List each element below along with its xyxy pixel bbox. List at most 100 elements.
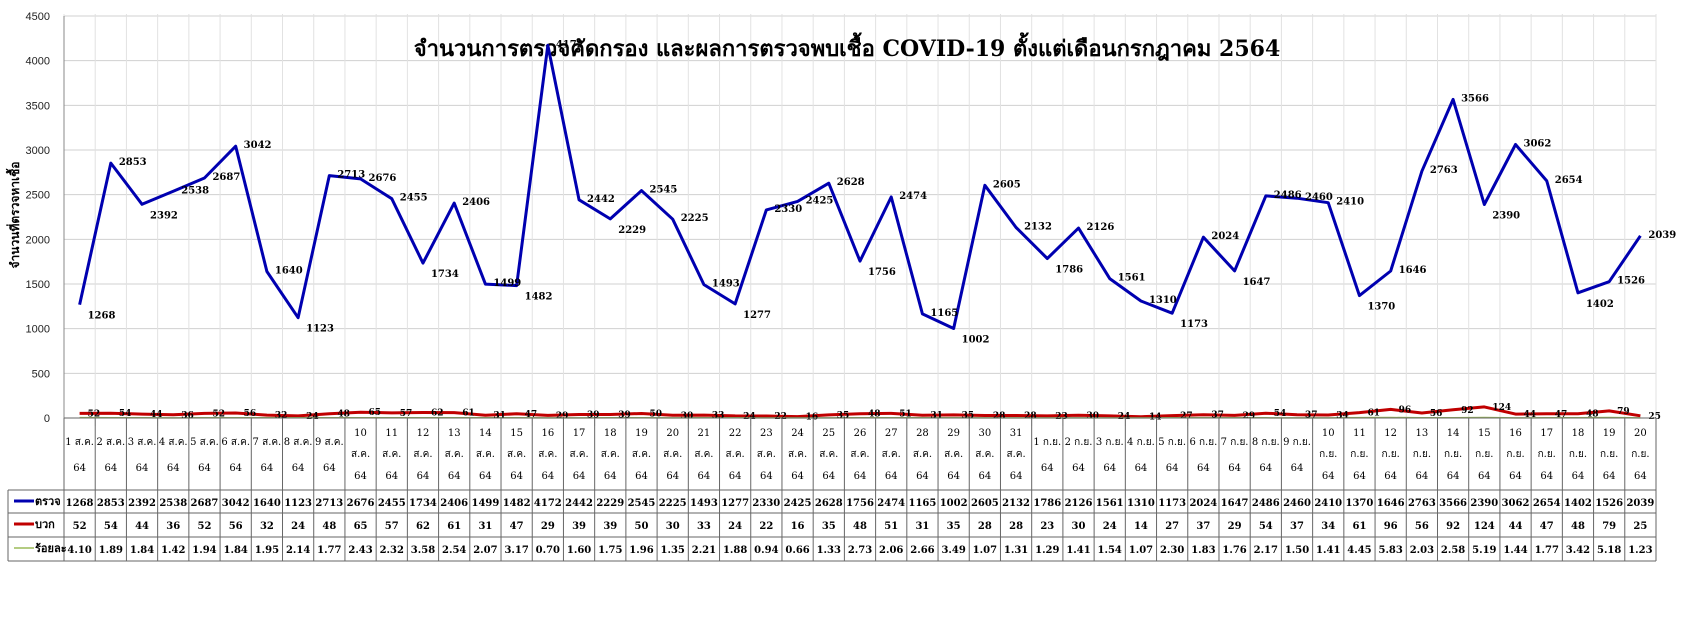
table-cell: 4.10 <box>67 545 91 556</box>
x-category-label: 13 ส.ค. 64 <box>445 428 464 482</box>
x-category-label: 10 ก.ย. 64 <box>1319 428 1337 482</box>
table-cell: 2455 <box>378 498 406 509</box>
table-cell: 0.70 <box>536 545 560 556</box>
table-cell: 25 <box>1633 521 1647 532</box>
data-label-positive: 31 <box>493 411 506 421</box>
data-label-positive: 50 <box>649 410 662 420</box>
data-label-tests: 1734 <box>431 269 459 280</box>
table-cell: 56 <box>1415 521 1429 532</box>
x-category-part: 64 <box>167 463 180 474</box>
data-label-tests: 2024 <box>1211 231 1239 242</box>
x-category-part: 22 <box>729 428 742 439</box>
table-cell: 54 <box>1259 521 1273 532</box>
table-cell: 2410 <box>1314 498 1342 509</box>
table-cell: 1.54 <box>1098 545 1122 556</box>
x-category-part: 64 <box>541 471 554 482</box>
x-category-label: 23 ส.ค. 64 <box>757 428 776 482</box>
table-cell: 2126 <box>1065 498 1093 509</box>
table-cell: 1.60 <box>567 545 591 556</box>
x-category-part: ก.ย. <box>1631 449 1649 460</box>
y-tick-label: 0 <box>44 413 50 425</box>
data-label-positive: 23 <box>1055 412 1068 422</box>
table-cell: 39 <box>603 521 617 532</box>
table-cell: 27 <box>1165 521 1179 532</box>
data-label-positive: 37 <box>1211 411 1224 421</box>
x-category-part: 14 <box>479 428 492 439</box>
table-cell: 1277 <box>721 498 749 509</box>
x-category-part: ส.ค. <box>757 449 776 460</box>
table-cell: 1.77 <box>317 545 341 556</box>
x-category-label: 14 ก.ย. 64 <box>1444 428 1462 482</box>
x-category-label: 10 ส.ค. 64 <box>351 428 370 482</box>
data-label-tests: 2229 <box>618 225 646 236</box>
table-cell: 23 <box>1040 521 1054 532</box>
table-cell: 1.35 <box>661 545 685 556</box>
x-category-part: 64 <box>1197 463 1210 474</box>
table-cell: 2763 <box>1408 498 1436 509</box>
x-category-part: 64 <box>292 463 305 474</box>
table-cell: 54 <box>104 521 118 532</box>
x-category-part: 64 <box>1572 471 1585 482</box>
data-label-positive: 37 <box>1305 411 1318 421</box>
table-cell: 1786 <box>1033 498 1061 509</box>
x-category-part: 20 <box>1634 428 1647 439</box>
table-cell: 2486 <box>1252 498 1280 509</box>
table-cell: 3566 <box>1439 498 1467 509</box>
x-category-part: 64 <box>885 471 898 482</box>
y-tick-label: 4000 <box>26 56 50 68</box>
data-label-tests: 2330 <box>774 204 802 215</box>
data-label-tests: 2425 <box>806 195 834 206</box>
table-cell: 79 <box>1602 521 1616 532</box>
x-category-label: 15 ก.ย. 64 <box>1475 428 1493 482</box>
table-cell: 1310 <box>1127 498 1155 509</box>
data-label-positive: 34 <box>1336 411 1349 421</box>
table-cell: 0.66 <box>785 545 809 556</box>
table-cell: 3.17 <box>504 545 528 556</box>
table-cell: 1.94 <box>192 545 216 556</box>
x-category-part: 8 ส.ค. <box>284 437 313 448</box>
table-cell: 1734 <box>409 498 437 509</box>
data-label-positive: 35 <box>837 411 850 421</box>
table-cell: 31 <box>915 521 929 532</box>
data-label-tests: 1647 <box>1243 277 1271 288</box>
data-label-positive: 44 <box>1524 410 1537 420</box>
table-cell: 65 <box>354 521 368 532</box>
table-cell: 1.07 <box>1129 545 1153 556</box>
legend-label: ร้อยละ <box>35 542 67 555</box>
x-category-part: ก.ย. <box>1319 449 1337 460</box>
table-cell: 1640 <box>253 498 281 509</box>
x-category-part: 64 <box>791 471 804 482</box>
x-category-part: 64 <box>73 463 86 474</box>
x-category-part: 17 <box>1540 428 1553 439</box>
x-category-part: 26 <box>854 428 867 439</box>
table-cell: 1002 <box>940 498 968 509</box>
table-cell: 36 <box>166 521 180 532</box>
x-category-part: 64 <box>510 471 523 482</box>
data-label-tests: 2474 <box>899 191 927 202</box>
table-cell: 39 <box>572 521 586 532</box>
table-cell: 2.58 <box>1441 545 1465 556</box>
x-category-part: 15 <box>510 428 523 439</box>
x-category-label: 17 ส.ค. 64 <box>569 428 588 482</box>
y-tick-label: 3000 <box>26 145 50 157</box>
table-cell: 48 <box>322 521 336 532</box>
x-category-part: 25 <box>822 428 835 439</box>
table-cell: 2.14 <box>286 545 310 556</box>
x-category-part: ส.ค. <box>694 449 713 460</box>
table-cell: 1.31 <box>1004 545 1028 556</box>
x-category-label: 8 ก.ย. 64 <box>1252 437 1280 474</box>
table-cell: 30 <box>666 521 680 532</box>
x-category-part: 7 ส.ค. <box>253 437 282 448</box>
table-cell: 2.73 <box>848 545 872 556</box>
table-cell: 2538 <box>159 498 187 509</box>
x-category-part: 64 <box>635 471 648 482</box>
table-cell: 1756 <box>846 498 874 509</box>
data-label-tests: 2687 <box>212 172 240 183</box>
x-category-part: 64 <box>854 471 867 482</box>
x-category-part: 7 ก.ย. <box>1221 437 1249 448</box>
table-cell: 2132 <box>1002 498 1030 509</box>
data-label-tests: 2538 <box>181 185 209 196</box>
x-category-label: 29 ส.ค. 64 <box>944 428 963 482</box>
table-cell: 1.84 <box>130 545 154 556</box>
table-cell: 1.41 <box>1066 545 1090 556</box>
